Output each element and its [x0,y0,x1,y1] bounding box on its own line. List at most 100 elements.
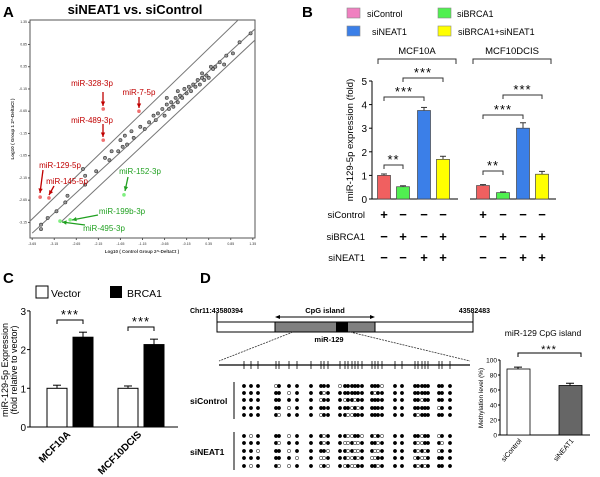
legend-label: siBRCA1 [457,9,494,19]
methylated-cpg-dot [249,384,253,388]
treatment-label: siBRCA1 [326,232,365,243]
methylated-cpg-dot [322,406,326,410]
bar [396,186,410,200]
treatment-sign: + [538,250,546,265]
treatment-sign: − [538,207,546,222]
methylated-cpg-dot [338,391,342,395]
data-point [160,107,165,111]
methylated-cpg-dot [287,413,291,417]
group-label: MCF10A [398,46,436,57]
data-point [202,78,207,82]
bar [417,110,431,200]
significance-stars: *** [494,102,512,117]
x-tick-label: siControl [500,437,523,463]
significance-stars: *** [541,344,557,356]
methylated-cpg-dot [356,464,360,468]
treatment-sign: + [399,229,407,244]
bar [377,175,391,200]
unmethylated-cpg-dot [287,406,291,410]
treatment-sign: + [519,250,527,265]
methylated-cpg-dot [376,406,380,410]
x-tick-label: -1.65 [116,242,124,246]
methylated-cpg-dot [309,398,313,402]
arrowhead-icon [100,101,106,106]
data-point [39,227,43,232]
methylated-cpg-dot [295,384,299,388]
legend-swatch [35,285,49,299]
cpg-island-label: CpG island [305,306,345,315]
data-point [167,107,171,111]
unmethylated-cpg-dot [326,449,330,453]
data-point [193,84,198,89]
unmethylated-cpg-dot [380,384,384,388]
unmethylated-cpg-dot [322,441,326,445]
data-point [184,91,189,96]
methylated-cpg-dot [338,406,342,410]
y-tick-label: -2.65 [19,198,27,202]
methylated-cpg-dot [400,413,404,417]
unmethylated-cpg-dot [287,391,291,395]
unmethylated-cpg-dot [249,434,253,438]
unmethylated-cpg-dot [346,449,350,453]
methylated-cpg-dot [400,398,404,402]
fold-boundary-line [30,20,239,222]
data-point [120,144,125,149]
methylated-cpg-dot [338,464,342,468]
significance-stars: *** [132,314,150,329]
methylated-cpg-dot [400,456,404,460]
data-point [248,31,253,36]
methylated-cpg-dot [360,406,364,410]
unmethylated-cpg-dot [356,456,360,460]
methylated-cpg-dot [426,456,430,460]
methylated-cpg-dot [277,449,281,453]
data-point [83,182,88,187]
methylated-cpg-dot [249,391,253,395]
methylated-cpg-dot [309,449,313,453]
methylated-cpg-dot [338,413,342,417]
methylated-cpg-dot [346,464,350,468]
y-axis-label: miR-129-5p Expression [0,323,10,417]
y-tick-label: 4 [361,101,367,112]
methylated-cpg-dot [277,456,281,460]
methylated-cpg-dot [249,441,253,445]
methylated-cpg-dot [416,406,420,410]
treatment-sign: − [519,207,527,222]
fold-boundary-line [59,39,255,224]
unmethylated-cpg-dot [346,441,350,445]
mirna-label: miR-328-3p [71,79,113,88]
unmethylated-cpg-dot [322,456,326,460]
methylated-cpg-dot [440,449,444,453]
data-point [208,64,213,69]
unmethylated-cpg-dot [256,449,260,453]
methylated-cpg-dot [360,391,364,395]
data-point [39,222,43,227]
methylated-cpg-dot [326,384,330,388]
unmethylated-cpg-dot [287,449,291,453]
methylated-cpg-dot [338,398,342,402]
methylated-cpg-dot [346,406,350,410]
significance-bracket [502,94,543,99]
data-point [162,113,167,118]
arrowhead-icon [38,188,43,193]
methylated-cpg-dot [338,441,342,445]
data-point [142,127,147,131]
unmethylated-cpg-dot [360,434,364,438]
highlighted-point [137,109,141,114]
methylated-cpg-dot [356,413,360,417]
x-tick-label: 0.85 [227,242,234,246]
legend-label: Vector [51,288,81,300]
data-point [222,62,227,67]
methylated-cpg-dot [440,384,444,388]
methylated-cpg-dot [448,384,452,388]
methylated-cpg-dot [309,413,313,417]
mirna-label: miR-489-3p [71,116,113,125]
significance-bracket [383,164,404,169]
methylated-cpg-dot [309,434,313,438]
methylated-cpg-dot [380,406,384,410]
group-label: MCF10DCIS [485,46,539,57]
data-point [169,100,174,105]
significance-stars: *** [414,65,432,80]
significance-stars: *** [61,307,79,322]
data-point [217,60,222,65]
